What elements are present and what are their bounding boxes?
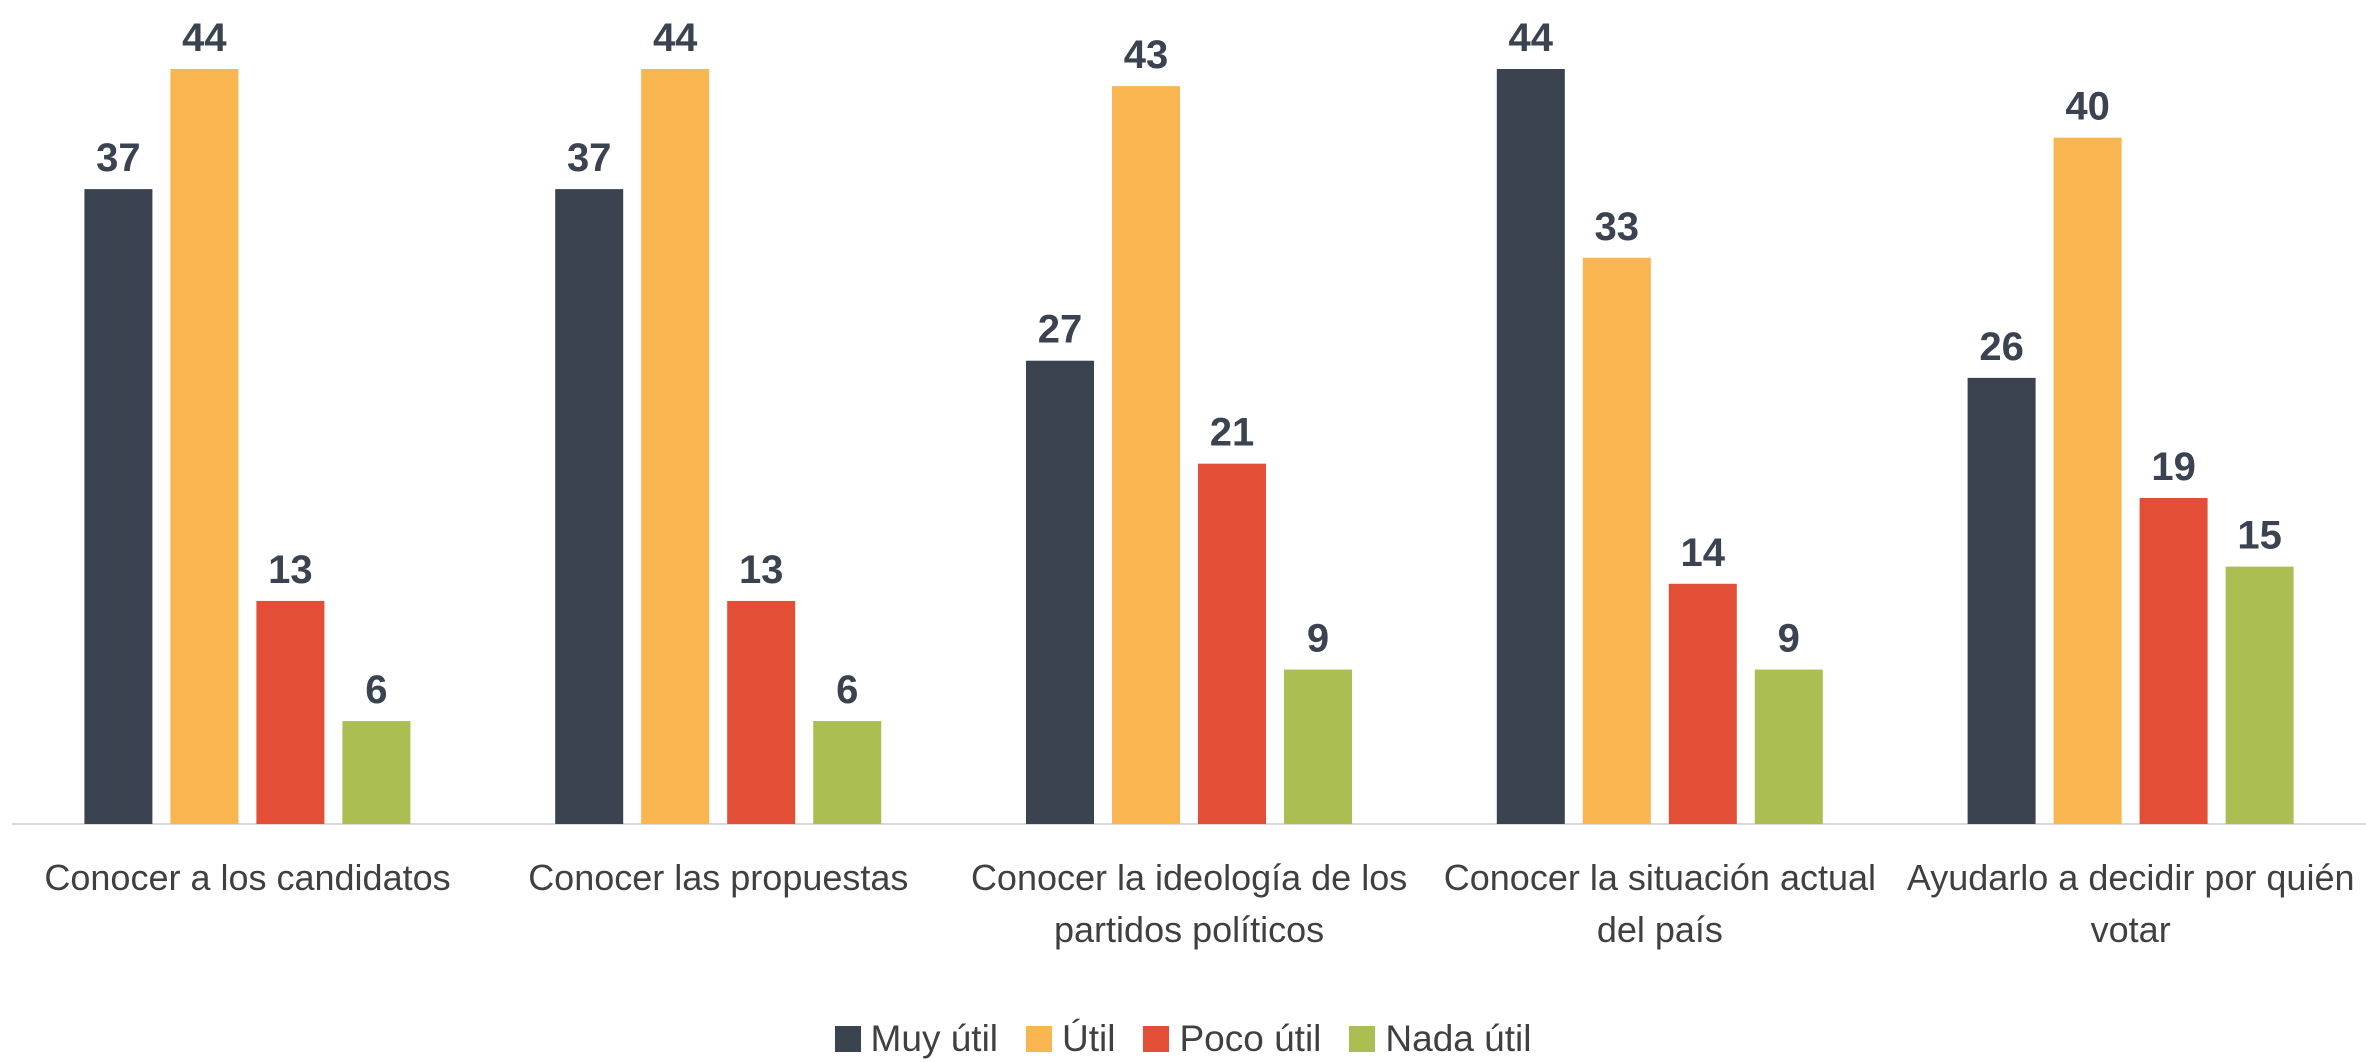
data-label: 37 — [567, 136, 612, 180]
data-label: 13 — [739, 548, 784, 592]
data-label: 9 — [1778, 617, 1800, 661]
legend-item: Poco útil — [1143, 1018, 1321, 1060]
legend-label: Nada útil — [1385, 1018, 1532, 1059]
bar — [1668, 583, 1737, 824]
data-label: 9 — [1307, 617, 1329, 661]
x-tick-label: Ayudarlo a decidir por quién votar — [1906, 857, 2355, 950]
x-tick-label: Conocer las propuestas — [528, 857, 909, 898]
data-label: 44 — [653, 16, 698, 60]
bar — [1967, 377, 2036, 824]
bar — [2225, 566, 2294, 824]
bar — [727, 600, 796, 824]
legend-item: Útil — [1026, 1018, 1115, 1060]
bar — [1026, 360, 1094, 824]
bar — [2053, 137, 2122, 825]
data-label: 27 — [1038, 308, 1083, 352]
bar — [1496, 69, 1565, 824]
data-label: 43 — [1124, 33, 1169, 77]
x-tick-label: Conocer a los candidatos — [44, 857, 451, 898]
data-label: 21 — [1210, 411, 1255, 455]
bar — [84, 189, 153, 824]
data-label: 13 — [268, 548, 313, 592]
bar — [641, 69, 710, 824]
bar — [256, 600, 325, 824]
data-label: 33 — [1595, 205, 1640, 249]
data-label: 44 — [1509, 16, 1554, 60]
legend-label: Poco útil — [1179, 1018, 1322, 1059]
data-label: 26 — [1979, 325, 2024, 369]
bar — [813, 721, 882, 824]
data-label: 37 — [96, 136, 141, 180]
data-label: 19 — [2151, 445, 2196, 489]
data-label: 6 — [836, 668, 858, 712]
legend-item: Nada útil — [1349, 1018, 1531, 1060]
bar — [1284, 669, 1352, 824]
data-label: 40 — [2065, 85, 2110, 129]
legend-swatch — [1026, 1026, 1053, 1052]
bar — [1582, 257, 1651, 824]
bar — [342, 721, 411, 824]
data-label: 44 — [182, 16, 227, 60]
legend-item: Muy útil — [834, 1018, 999, 1060]
x-tick-label: Conocer la ideología de los partidos pol… — [970, 857, 1408, 950]
bar — [170, 69, 239, 824]
bar — [1112, 86, 1180, 825]
legend: Muy útil Útil Poco útil Nada útil — [0, 1018, 2366, 1060]
data-label: 15 — [2237, 514, 2282, 558]
bar — [1198, 463, 1266, 824]
x-tick-label: Conocer la situación actual del país — [1443, 857, 1877, 950]
bar — [1754, 669, 1823, 824]
legend-swatch — [1143, 1026, 1170, 1052]
bar — [555, 189, 624, 824]
data-label: 14 — [1681, 531, 1726, 575]
legend-swatch — [1349, 1026, 1376, 1052]
legend-label: Útil — [1062, 1018, 1116, 1059]
data-label: 6 — [365, 668, 387, 712]
bar — [2139, 497, 2208, 824]
legend-label: Muy útil — [870, 1018, 999, 1059]
legend-swatch — [834, 1026, 861, 1052]
